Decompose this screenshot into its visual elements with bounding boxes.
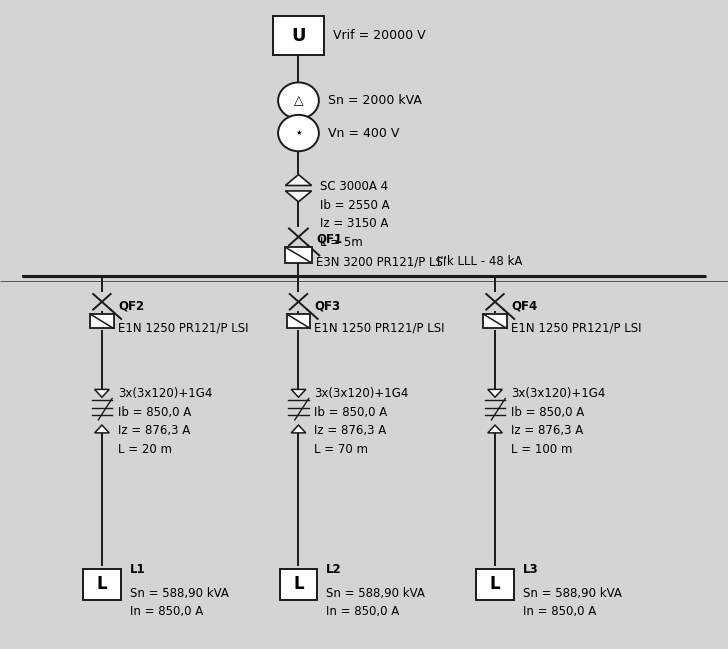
Text: L: L bbox=[293, 575, 304, 593]
Text: E1N 1250 PR121/P LSI: E1N 1250 PR121/P LSI bbox=[118, 322, 248, 335]
Text: E3N 3200 PR121/P LSI: E3N 3200 PR121/P LSI bbox=[316, 256, 446, 269]
Text: Sn = 2000 kVA: Sn = 2000 kVA bbox=[328, 94, 422, 107]
Polygon shape bbox=[95, 425, 109, 433]
Text: L2: L2 bbox=[326, 563, 341, 576]
Bar bbox=[287, 314, 310, 328]
Polygon shape bbox=[488, 389, 502, 397]
Text: 3x(3x120)+1G4
Ib = 850,0 A
Iz = 876,3 A
L = 70 m: 3x(3x120)+1G4 Ib = 850,0 A Iz = 876,3 A … bbox=[314, 387, 409, 456]
Bar bbox=[483, 314, 507, 328]
Text: Sn = 588,90 kVA
In = 850,0 A: Sn = 588,90 kVA In = 850,0 A bbox=[523, 587, 622, 618]
Bar bbox=[280, 569, 317, 600]
Text: L: L bbox=[97, 575, 107, 593]
Text: ⋆: ⋆ bbox=[294, 126, 303, 140]
Polygon shape bbox=[285, 175, 312, 186]
Circle shape bbox=[278, 115, 319, 151]
Text: QF1: QF1 bbox=[316, 233, 342, 246]
Bar bbox=[83, 569, 121, 600]
Polygon shape bbox=[488, 425, 502, 433]
Text: Vrif = 20000 V: Vrif = 20000 V bbox=[333, 29, 426, 42]
Text: SC 3000A 4
Ib = 2550 A
Iz = 3150 A
L = 5m: SC 3000A 4 Ib = 2550 A Iz = 3150 A L = 5… bbox=[320, 180, 390, 249]
Text: QF3: QF3 bbox=[314, 300, 341, 313]
Polygon shape bbox=[291, 425, 306, 433]
Bar bbox=[273, 16, 324, 55]
Polygon shape bbox=[285, 191, 312, 202]
Text: Sn = 588,90 kVA
In = 850,0 A: Sn = 588,90 kVA In = 850,0 A bbox=[130, 587, 229, 618]
Bar bbox=[90, 314, 114, 328]
Text: I''k LLL - 48 kA: I''k LLL - 48 kA bbox=[437, 255, 522, 268]
Polygon shape bbox=[95, 389, 109, 397]
Text: Vn = 400 V: Vn = 400 V bbox=[328, 127, 400, 140]
Text: QF4: QF4 bbox=[511, 300, 537, 313]
Bar bbox=[476, 569, 514, 600]
Text: 3x(3x120)+1G4
Ib = 850,0 A
Iz = 876,3 A
L = 20 m: 3x(3x120)+1G4 Ib = 850,0 A Iz = 876,3 A … bbox=[118, 387, 213, 456]
Text: L1: L1 bbox=[130, 563, 145, 576]
Text: U: U bbox=[291, 27, 306, 45]
Text: Sn = 588,90 kVA
In = 850,0 A: Sn = 588,90 kVA In = 850,0 A bbox=[326, 587, 425, 618]
Text: E1N 1250 PR121/P LSI: E1N 1250 PR121/P LSI bbox=[511, 322, 641, 335]
Text: △: △ bbox=[293, 94, 304, 107]
Text: E1N 1250 PR121/P LSI: E1N 1250 PR121/P LSI bbox=[314, 322, 445, 335]
Text: L3: L3 bbox=[523, 563, 538, 576]
Text: QF2: QF2 bbox=[118, 300, 144, 313]
Bar bbox=[285, 247, 312, 263]
Polygon shape bbox=[291, 389, 306, 397]
Text: 3x(3x120)+1G4
Ib = 850,0 A
Iz = 876,3 A
L = 100 m: 3x(3x120)+1G4 Ib = 850,0 A Iz = 876,3 A … bbox=[511, 387, 606, 456]
Text: L: L bbox=[490, 575, 500, 593]
Circle shape bbox=[278, 82, 319, 119]
